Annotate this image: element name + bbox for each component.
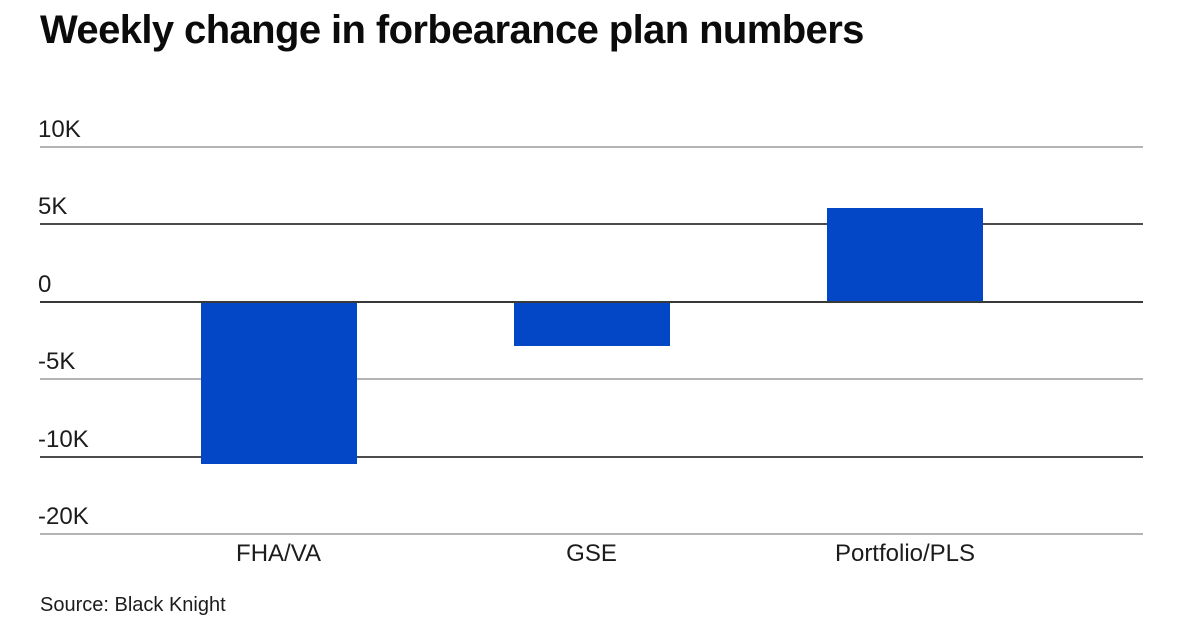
chart-title: Weekly change in forbearance plan number… — [40, 8, 864, 52]
gridline — [40, 223, 1143, 225]
y-tick-label: 10K — [38, 116, 81, 143]
y-tick-label: -20K — [38, 503, 89, 530]
bar-fha-va — [200, 303, 357, 464]
bar-gse — [513, 303, 670, 346]
y-tick-label: 0 — [38, 271, 52, 298]
y-tick-label: -5K — [38, 348, 76, 375]
gridline — [40, 146, 1143, 148]
zero-axis-line — [40, 301, 1143, 303]
y-tick-label: 5K — [38, 193, 68, 220]
source-note: Source: Black Knight — [40, 594, 226, 616]
y-tick-label: -10K — [38, 426, 89, 453]
x-tick-label: Portfolio/PLS — [834, 540, 976, 567]
x-tick-label: GSE — [566, 540, 617, 567]
gridline — [40, 456, 1143, 458]
gridline — [40, 533, 1143, 535]
bar-portfolio-pls — [827, 208, 983, 301]
gridline — [40, 378, 1143, 380]
x-tick-label: FHA/VA — [236, 540, 321, 567]
